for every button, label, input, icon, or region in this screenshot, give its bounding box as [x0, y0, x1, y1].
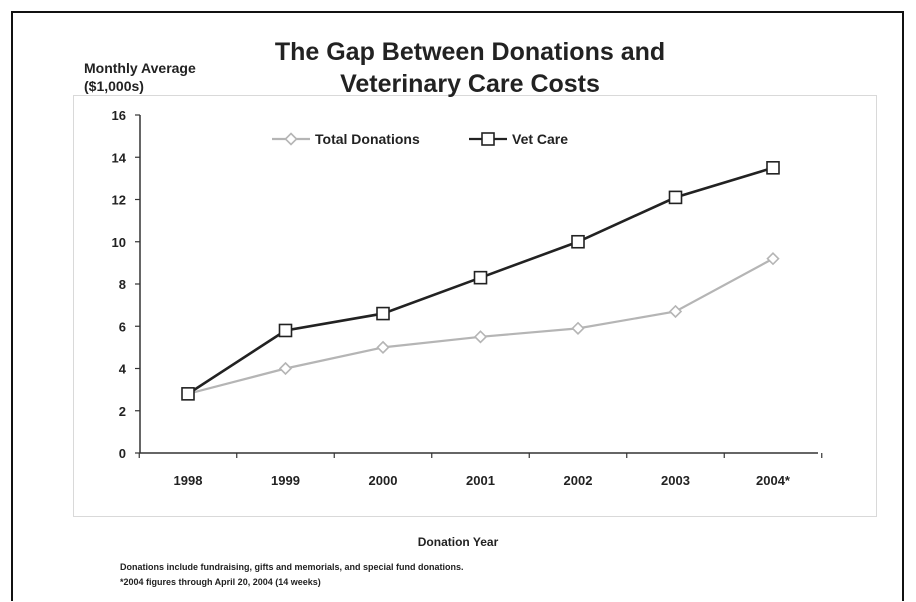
data-point-vet-care — [766, 161, 780, 175]
x-tick-label: 2002 — [564, 473, 593, 488]
data-point-total-donations — [766, 252, 780, 266]
y-axis-label: Monthly Average ($1,000s) — [84, 60, 196, 94]
data-point-total-donations — [571, 321, 585, 335]
data-point-vet-care — [473, 270, 488, 285]
x-tick-label: 2003 — [661, 473, 690, 488]
legend-marker-vet-care — [481, 132, 495, 146]
data-point-total-donations — [278, 361, 293, 376]
plot-area-border — [73, 95, 877, 517]
y-tick-label: 0 — [119, 446, 126, 461]
data-point-vet-care — [571, 234, 585, 249]
legend-label-total-donations: Total Donations — [315, 131, 420, 147]
legend-marker-total-donations — [284, 132, 298, 146]
x-tick-label: 2004* — [756, 473, 791, 488]
y-tick-label: 6 — [119, 319, 126, 334]
x-axis-label: Donation Year — [417, 535, 499, 549]
y-tick-label: 16 — [112, 108, 126, 123]
chart-title: The Gap Between Donations and Veterinary… — [274, 38, 666, 98]
data-point-total-donations — [376, 340, 390, 355]
data-point-total-donations — [668, 304, 683, 319]
y-tick-label: 10 — [112, 235, 126, 250]
y-tick-label: 8 — [119, 277, 126, 292]
legend-label-vet-care: Vet Care — [512, 131, 568, 147]
y-tick-label: 4 — [119, 362, 127, 377]
x-tick-label: 1999 — [271, 473, 300, 488]
footnote-donations: Donations include fundraising, gifts and… — [120, 562, 464, 572]
figure-frame — [11, 11, 904, 601]
data-point-vet-care — [181, 387, 195, 401]
data-point-total-donations — [473, 330, 488, 344]
x-tick-label: 2001 — [466, 473, 495, 488]
x-tick-label: 1998 — [174, 473, 203, 488]
x-tick-label: 2000 — [369, 473, 398, 488]
y-tick-label: 12 — [112, 193, 126, 208]
footnote-2004: *2004 figures through April 20, 2004 (14… — [120, 577, 321, 587]
data-point-vet-care — [668, 190, 683, 205]
y-tick-label: 14 — [112, 150, 127, 165]
y-tick-label: 2 — [119, 404, 126, 419]
data-point-vet-care — [278, 323, 293, 338]
data-point-vet-care — [376, 306, 390, 321]
